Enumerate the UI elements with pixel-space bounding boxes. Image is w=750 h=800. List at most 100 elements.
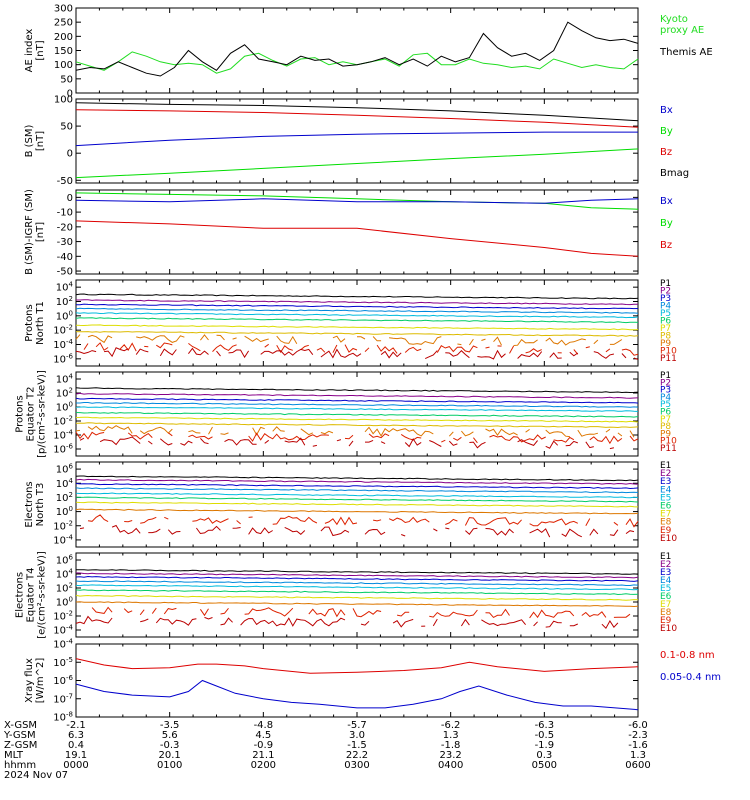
ephemeris-cell: -0.9	[254, 740, 274, 751]
series-line	[75, 220, 639, 257]
series-line	[75, 475, 639, 482]
y-tick-label: 100	[56, 309, 73, 322]
y-axis-label-line: Electrons	[15, 572, 26, 618]
series-line	[75, 102, 639, 122]
y-tick-label: 106	[56, 554, 74, 567]
series-line	[75, 679, 639, 711]
y-tick-label: 104	[56, 477, 74, 490]
ephemeris-cell: 0600	[625, 760, 650, 771]
panel-5: Protons Equator T2 [p/(cm²-s-sr-keV)] 10410…	[15, 370, 678, 458]
ephemeris-cell: 19.1	[65, 750, 87, 761]
legend-entry: E2	[660, 560, 671, 570]
legend-entry: P5	[660, 309, 671, 319]
legend-entry: E3	[660, 568, 671, 578]
y-tick-label: 10-4	[53, 429, 73, 442]
ephemeris-cell: -6.2	[441, 720, 461, 731]
legend-entry: P3	[660, 386, 671, 396]
legend-entry: Bx	[660, 196, 673, 207]
y-tick-label: -30	[57, 237, 73, 248]
panel-frame	[75, 643, 639, 718]
y-tick-label: -50	[57, 267, 73, 278]
ephemeris-cell: 1.3	[443, 730, 459, 741]
y-axis-label-line: [nT]	[35, 222, 46, 242]
legend-entry: Bx	[660, 105, 673, 116]
series-line	[75, 303, 639, 310]
series-line	[76, 299, 639, 306]
legend-entry: P8	[660, 422, 671, 432]
y-axis-label-line: Equator T4	[26, 568, 37, 623]
y-axis-label: Electrons North T3	[24, 481, 46, 527]
y-tick-label: 10-6	[53, 352, 73, 365]
ephemeris-cell: 6.3	[68, 730, 84, 741]
ephemeris-row-label: MLT	[4, 750, 24, 761]
y-tick-label: 10-5	[53, 656, 73, 669]
series-line	[75, 483, 639, 490]
legend-entry: P11	[660, 444, 677, 454]
series-line	[75, 312, 639, 319]
y-axis-label-line: B (SM)	[24, 124, 35, 157]
legend-entry: P4	[660, 301, 671, 311]
ephemeris-cell: -2.1	[66, 720, 86, 731]
legend-entry: P10	[660, 437, 677, 447]
y-axis-label: Protons Equator T2 [p/(cm²-s-sr-keV)]	[15, 370, 48, 458]
legend-entry: Bmag	[660, 168, 689, 179]
y-tick-label: 100	[56, 505, 73, 518]
y-axis-label-line: Protons	[24, 304, 35, 341]
series-line	[75, 584, 639, 591]
series-line	[80, 437, 638, 449]
y-tick-label: 10-8	[53, 711, 73, 724]
ephemeris-cell: -5.7	[347, 720, 367, 731]
legend-entry: E2	[660, 469, 671, 479]
legend-entry: proxy AE	[660, 25, 704, 36]
series-line	[87, 514, 639, 528]
legend-entry: P7	[660, 415, 671, 425]
ephemeris-cell: -1.9	[535, 740, 555, 751]
ephemeris-cell: 5.6	[162, 730, 178, 741]
ephemeris-cell: -1.8	[441, 740, 461, 751]
ephemeris-cell: -6.0	[628, 720, 648, 731]
y-tick-label: 10-6	[53, 443, 73, 456]
legend-entry: P7	[660, 324, 671, 334]
ephemeris-cell: 0100	[157, 760, 182, 771]
y-tick-label: 0	[67, 89, 73, 100]
series-line	[75, 131, 638, 147]
y-axis-label: Xray flux [W/m^2]	[24, 658, 46, 704]
ephemeris-row-label: hhmm	[4, 760, 36, 771]
ephemeris-cell: 0000	[63, 760, 88, 771]
legend-entry: P2	[660, 286, 671, 296]
panel-7: Electrons Equator T4 [e/(cm²-s-sr-keV)] 106…	[15, 551, 678, 639]
series-line	[79, 524, 635, 538]
legend-entry: P6	[660, 408, 671, 418]
y-tick-label: 50	[60, 122, 73, 133]
series-line	[75, 406, 639, 412]
y-tick-label: 250	[54, 18, 73, 29]
panel-8: Xray flux [W/m^2] 10-4 10-5 10-6 10-7 10-8 0.1-…	[24, 638, 721, 724]
series-line	[75, 501, 639, 508]
series-line	[75, 293, 639, 300]
y-axis-label-line: Protons	[15, 395, 26, 432]
ephemeris-cell: 0500	[532, 760, 557, 771]
y-axis-label-line: Equator T2	[26, 387, 37, 442]
ephemeris-cell: 0.4	[68, 740, 84, 751]
ephemeris-cell: 0200	[251, 760, 276, 771]
series-line	[75, 387, 639, 394]
legend-entry: P1	[660, 279, 671, 289]
y-axis-label-line: AE index	[24, 29, 35, 73]
legend-entry: Bz	[660, 240, 672, 251]
legend-entry: E4	[660, 576, 672, 586]
y-tick-label: 100	[56, 401, 73, 414]
y-axis-label-line: [W/m^2]	[35, 658, 46, 704]
y-axis-label-line: Xray flux	[24, 658, 35, 703]
ephemeris-cell: 0.3	[536, 750, 552, 761]
legend-entry: E10	[660, 534, 677, 544]
series-line	[76, 402, 639, 408]
legend-entry: 0.1-0.8 nm	[660, 650, 715, 661]
legend-entry: 0.05-0.4 nm	[660, 672, 721, 683]
ephemeris-cell: -3.5	[160, 720, 180, 731]
panel-1: AE index [nT] 300 250 200 150 100 50 0 Kyotoproxy…	[24, 4, 713, 100]
ephemeris-cell: -1.6	[628, 740, 648, 751]
y-tick-label: 102	[56, 491, 73, 504]
